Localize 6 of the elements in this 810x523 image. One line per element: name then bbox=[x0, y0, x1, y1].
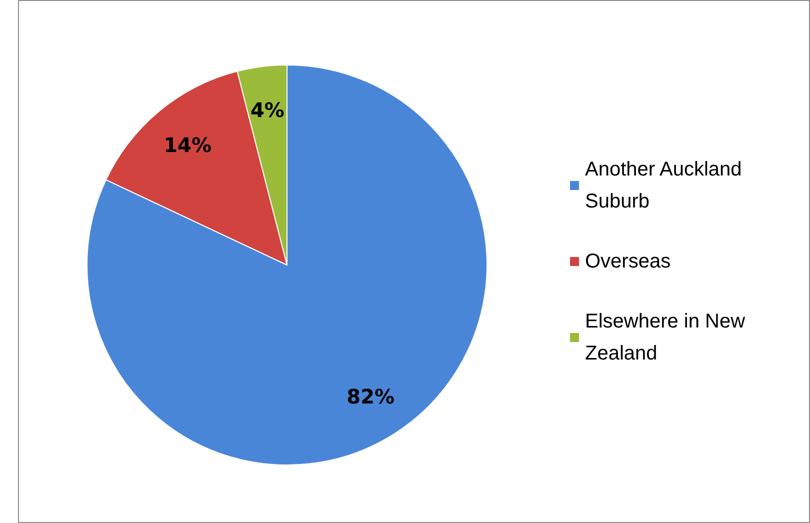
data-label: 82% bbox=[346, 384, 395, 409]
data-label: 4% bbox=[250, 98, 284, 122]
data-label: 14% bbox=[164, 132, 212, 157]
legend-label: Another Auckland Suburb bbox=[585, 158, 748, 212]
legend-label: Overseas bbox=[585, 250, 671, 272]
legend-label: Elsewhere in New Zealand bbox=[585, 310, 751, 364]
